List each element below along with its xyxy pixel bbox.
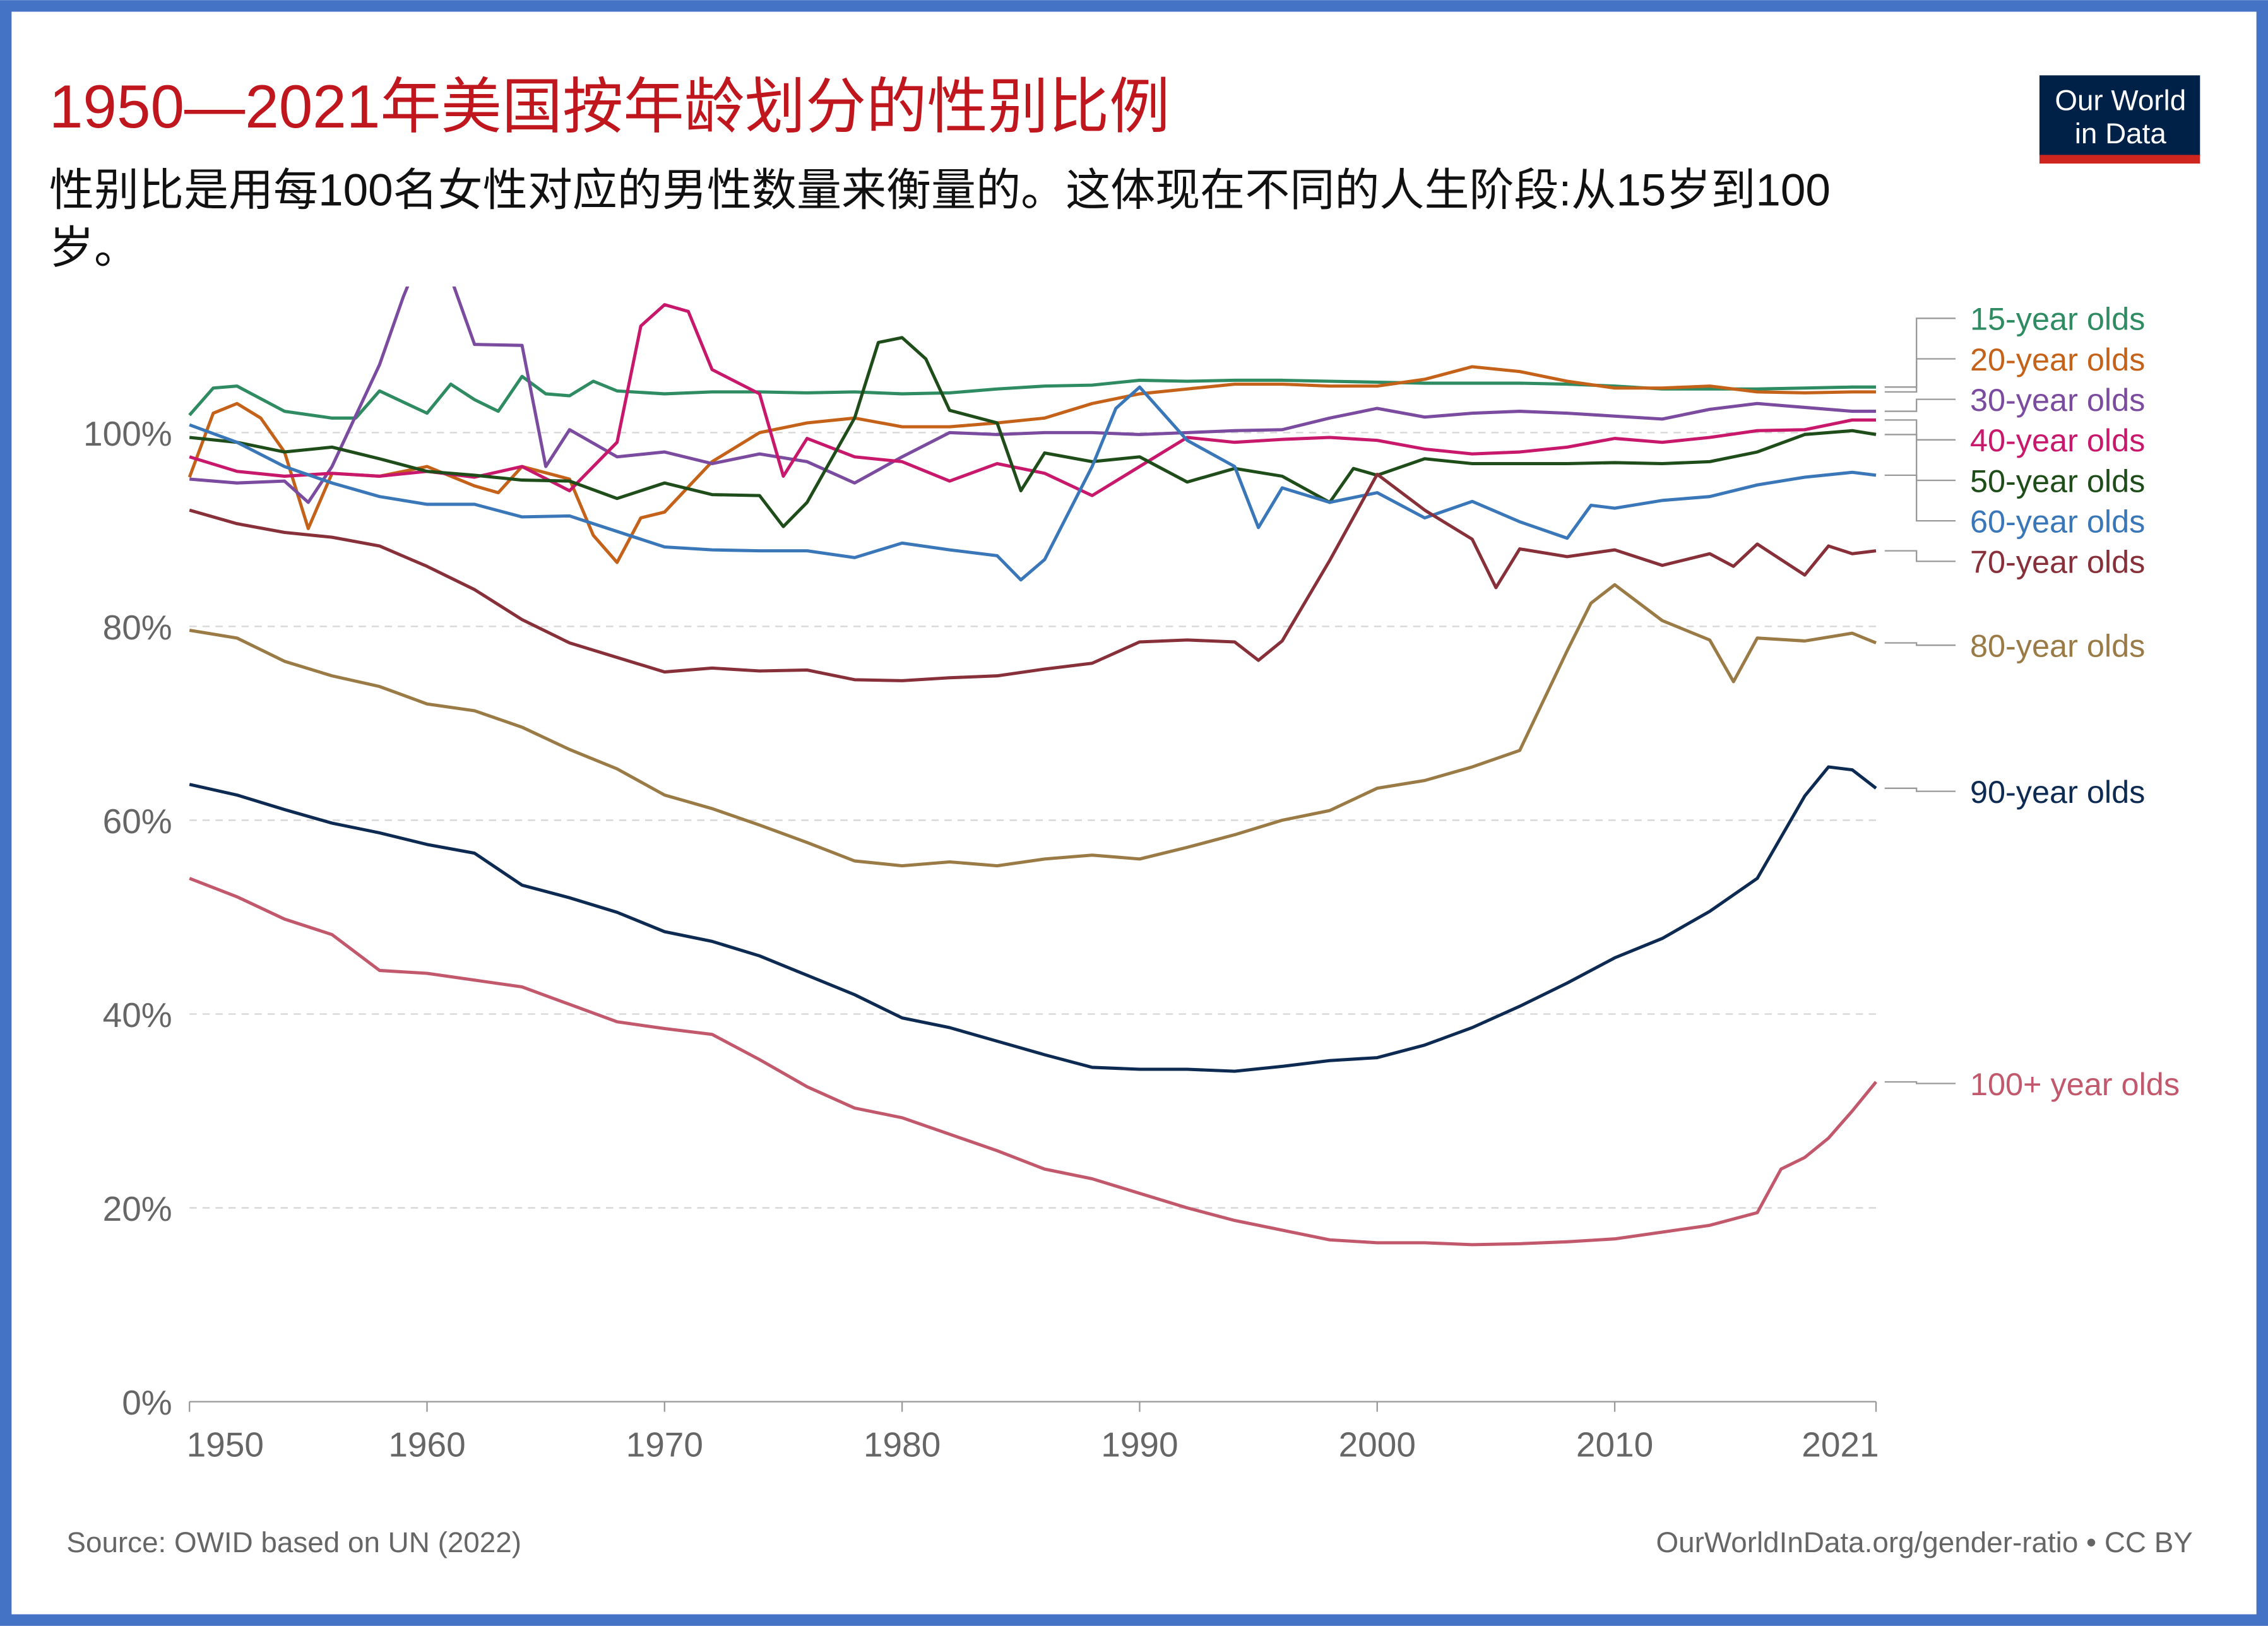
y-tick-label: 60%	[103, 802, 172, 841]
y-tick-label: 0%	[122, 1383, 172, 1422]
chart-subtitle: 性别比是用每100名女性对应的男性数量来衡量的。这体现在不同的人生阶段:从15岁…	[49, 165, 1831, 274]
x-tick-label: 2021	[1802, 1425, 1879, 1464]
chart-title: 1950—2021年美国按年龄划分的性别比例	[49, 72, 1170, 141]
logo-text: Our World	[2055, 84, 2186, 116]
x-tick-label: 2010	[1576, 1425, 1653, 1464]
leader-line	[1884, 787, 1956, 792]
series-label: 40-year olds	[1970, 422, 2145, 458]
leader-line	[1884, 358, 1956, 393]
logo-text: in Data	[2075, 117, 2167, 150]
leader-line	[1884, 1081, 1956, 1084]
series-label: 15-year olds	[1970, 301, 2145, 337]
x-tick-label: 1950	[187, 1425, 264, 1464]
series-line	[189, 385, 1877, 582]
series-label: 30-year olds	[1970, 382, 2145, 418]
series-label: 80-year olds	[1970, 628, 2145, 664]
leader-line	[1884, 642, 1956, 646]
series-label: 100+ year olds	[1970, 1066, 2180, 1102]
series-label: 70-year olds	[1970, 544, 2145, 580]
series-line	[189, 472, 1877, 682]
series-label: 90-year olds	[1970, 774, 2145, 810]
series-line	[189, 286, 1877, 504]
title-box: 1950—2021年美国按年龄划分的性别比例	[49, 72, 1170, 141]
series-line	[189, 765, 1877, 1073]
x-tick-label: 1980	[864, 1425, 941, 1464]
y-tick-label: 40%	[103, 995, 172, 1035]
series-line	[189, 336, 1877, 528]
leader-line	[1884, 317, 1956, 388]
series-line	[188, 374, 1877, 420]
leader-line	[1884, 434, 1956, 482]
subtitle-box: 性别比是用每100名女性对应的男性数量来衡量的。这体现在不同的人生阶段:从15岁…	[49, 165, 1831, 274]
x-tick-label: 2000	[1339, 1425, 1416, 1464]
y-tick-label: 80%	[103, 608, 172, 647]
x-tick-label: 1970	[626, 1425, 703, 1464]
plot-area	[187, 286, 1877, 1247]
leader-line	[1884, 474, 1956, 522]
series-line	[189, 303, 1877, 497]
x-tick-label: 1990	[1101, 1425, 1178, 1464]
series-label: 50-year olds	[1970, 463, 2145, 499]
y-tick-label: 100%	[83, 414, 172, 453]
source: Source: OWID based on UN (2022)	[66, 1526, 521, 1558]
logo-bar	[2039, 155, 2200, 164]
series-line	[189, 877, 1877, 1247]
y-tick-label: 20%	[103, 1189, 172, 1228]
series-label: 60-year olds	[1970, 503, 2145, 539]
leader-line	[1884, 419, 1956, 441]
credit: OurWorldInData.org/gender-ratio • CC BY	[1656, 1526, 2192, 1558]
x-tick-label: 1960	[388, 1425, 465, 1464]
leader-line	[1884, 398, 1956, 412]
logo-box	[2039, 75, 2200, 157]
series-label: 20-year olds	[1970, 341, 2145, 377]
leader-line	[1884, 550, 1956, 562]
series-line	[189, 583, 1877, 868]
